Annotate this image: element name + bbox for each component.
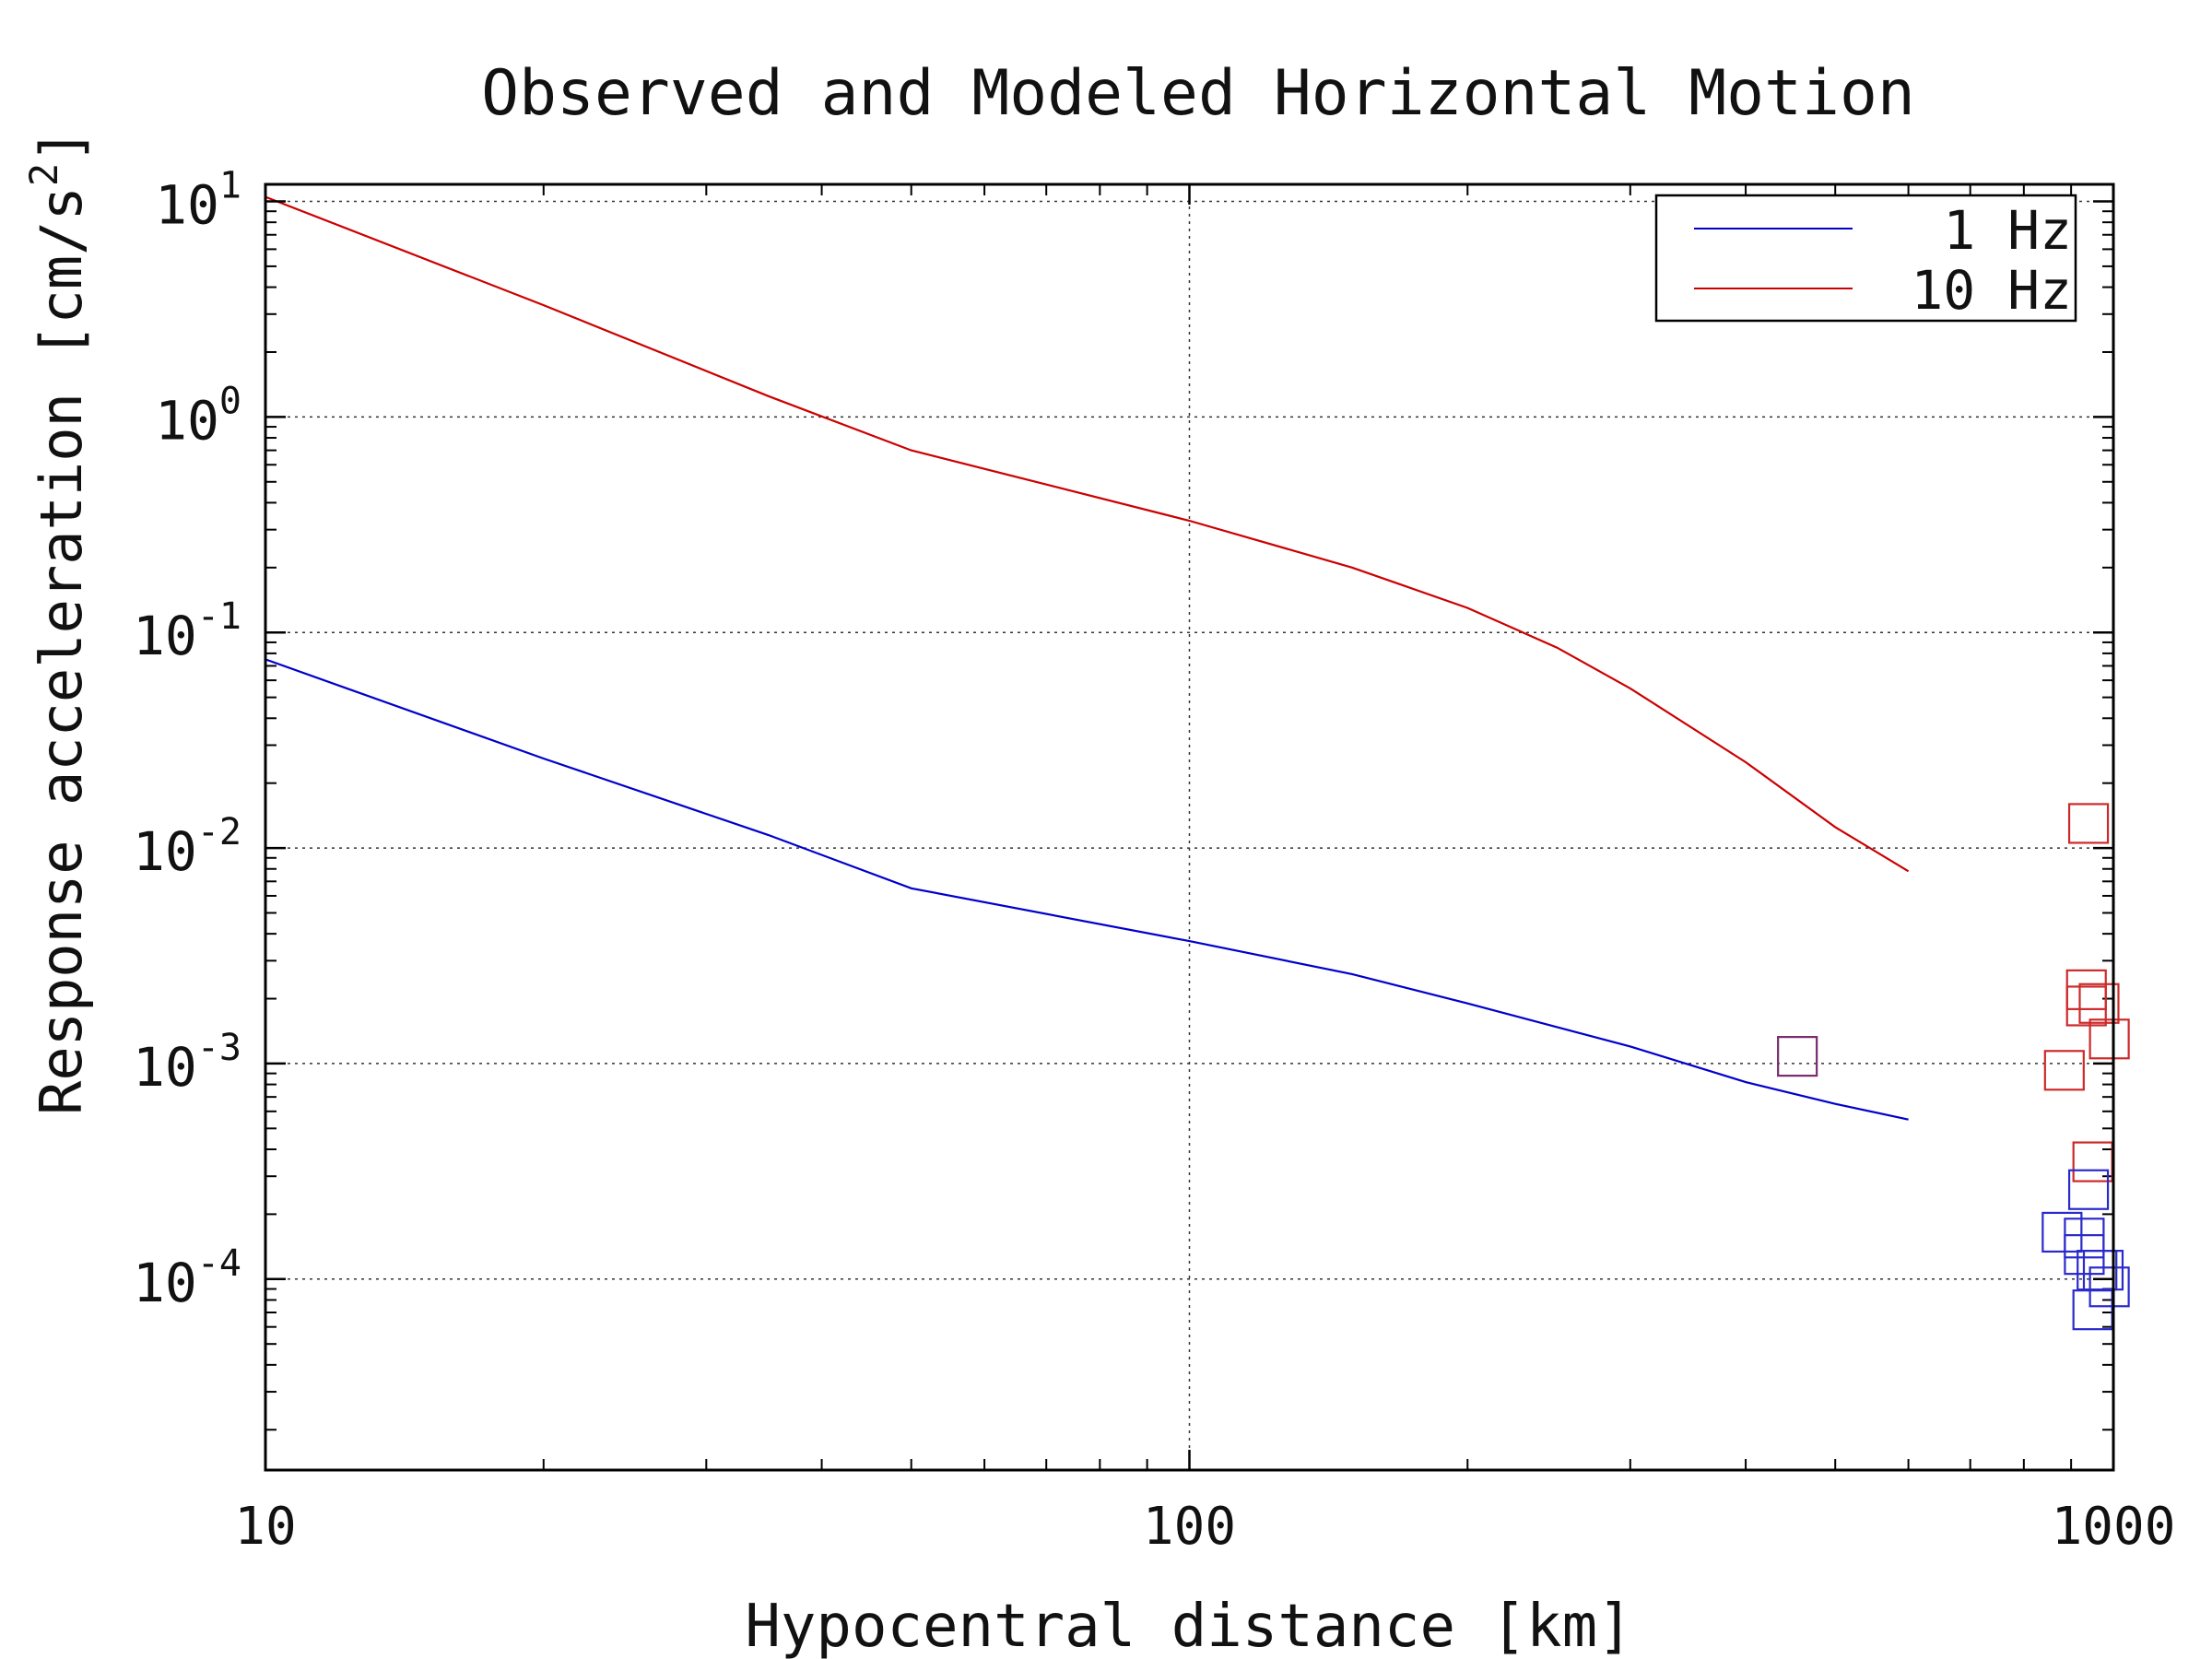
y-tick-base: 10 bbox=[133, 820, 197, 883]
y-tick-label: 10-3 bbox=[133, 1027, 241, 1099]
observed-point bbox=[2078, 982, 2120, 1024]
observed-point bbox=[2067, 803, 2110, 844]
y-axis-label: Response acceleration [cm/s2] bbox=[21, 129, 95, 1115]
series-line-10hz bbox=[265, 195, 1910, 873]
legend-label-10hz: 10 Hz bbox=[1911, 259, 2072, 322]
legend-box bbox=[1654, 194, 2077, 323]
y-tick-label: 10-2 bbox=[133, 811, 241, 883]
legend: 1 Hz 10 Hz bbox=[1654, 194, 2077, 323]
y-tick-exponent: -2 bbox=[197, 811, 241, 853]
y-tick-label: 101 bbox=[155, 165, 241, 237]
observed-point bbox=[2065, 969, 2107, 1010]
y-axis-label-superscript: 2 bbox=[21, 163, 66, 186]
y-tick-label: 10-1 bbox=[133, 595, 241, 667]
series-line-1hz bbox=[265, 658, 1909, 1121]
y-tick-exponent: 1 bbox=[219, 165, 241, 207]
observed-point bbox=[2041, 1211, 2083, 1253]
y-tick-base: 10 bbox=[155, 174, 219, 237]
y-tick-label: 100 bbox=[155, 380, 241, 452]
observed-points bbox=[1777, 803, 2130, 1331]
y-tick-exponent: -3 bbox=[197, 1027, 241, 1069]
observed-point bbox=[2067, 1169, 2110, 1210]
observed-point bbox=[2088, 1266, 2130, 1308]
y-tick-base: 10 bbox=[133, 1252, 197, 1314]
chart-title: Observed and Modeled Horizontal Motion bbox=[481, 57, 1915, 130]
y-tick-exponent: -4 bbox=[197, 1242, 241, 1285]
x-axis-label: Hypocentral distance [km] bbox=[745, 1593, 1632, 1659]
legend-label-1hz: 1 Hz bbox=[1943, 199, 2072, 262]
y-tick-base: 10 bbox=[155, 389, 219, 452]
y-axis-label-close: ] bbox=[28, 129, 95, 163]
x-axis-ticks: 10 100 1000 bbox=[234, 184, 2175, 1557]
y-tick-label: 10-4 bbox=[133, 1242, 241, 1314]
observed-point bbox=[2043, 1050, 2085, 1091]
minor-ticks bbox=[265, 184, 2113, 1470]
y-tick-base: 10 bbox=[133, 605, 197, 667]
y-tick-base: 10 bbox=[133, 1036, 197, 1099]
observed-point bbox=[2072, 1289, 2113, 1331]
series-layer bbox=[265, 195, 1910, 1121]
x-tick-label: 100 bbox=[1143, 1497, 1236, 1557]
y-tick-exponent: 0 bbox=[219, 380, 241, 422]
observed-point bbox=[2088, 1018, 2130, 1060]
x-tick-label: 1000 bbox=[2052, 1497, 2176, 1557]
x-tick-label: 10 bbox=[234, 1497, 296, 1557]
observed-point bbox=[2065, 985, 2107, 1027]
observed-point bbox=[1777, 1036, 1818, 1077]
y-tick-exponent: -1 bbox=[197, 595, 241, 638]
y-axis-label-main: Response acceleration [cm/s bbox=[28, 186, 95, 1115]
